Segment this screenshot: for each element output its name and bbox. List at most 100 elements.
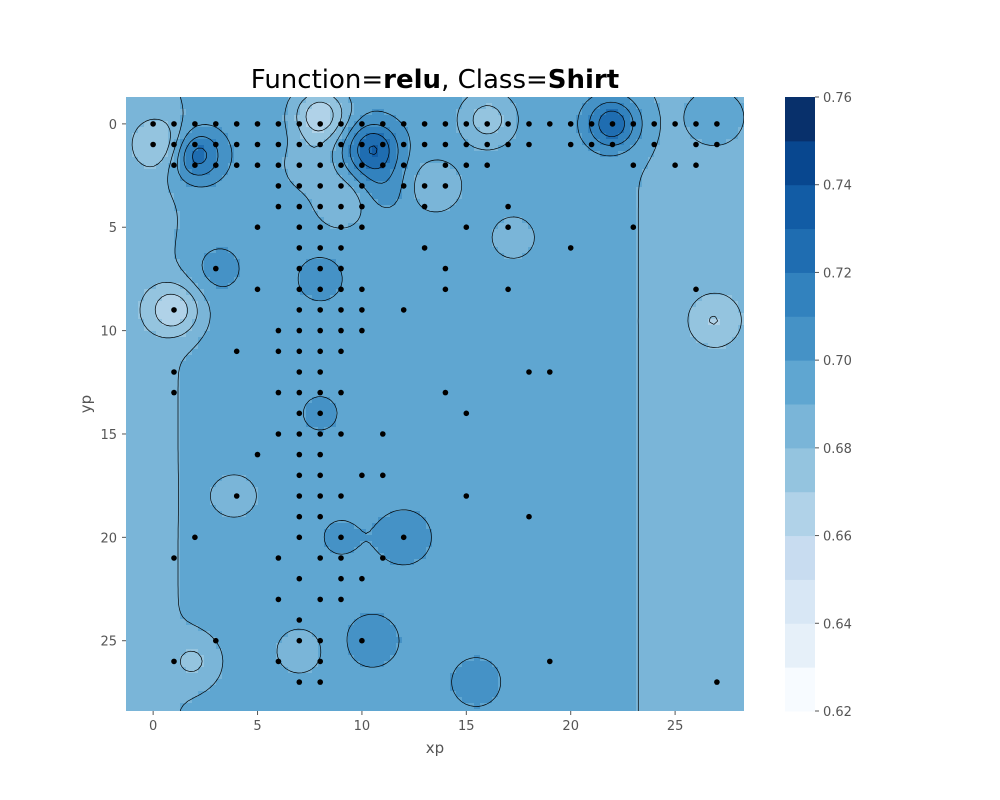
data-point <box>630 224 637 230</box>
contour-cell <box>360 115 397 122</box>
contour-cell <box>234 277 301 284</box>
contour-cell <box>192 151 205 158</box>
contour-cell <box>360 541 373 548</box>
data-point <box>317 203 324 210</box>
contour-cell <box>312 103 331 110</box>
contour-cell <box>126 319 145 326</box>
contour-cell <box>342 121 349 128</box>
contour-cell <box>348 151 361 158</box>
contour-cell <box>198 313 211 320</box>
data-point <box>317 162 324 168</box>
contour-cell <box>342 175 355 182</box>
contour-cell <box>312 127 325 134</box>
contour-cell <box>288 109 301 116</box>
contour-cell <box>366 187 403 194</box>
contour-cell <box>630 97 655 104</box>
contour-cell <box>492 229 535 236</box>
colorbar-band <box>785 535 815 580</box>
data-point <box>192 141 198 148</box>
contour-cell <box>210 487 259 494</box>
contour-cell <box>636 271 744 278</box>
contour-cell <box>180 517 379 524</box>
contour-cell <box>126 553 181 560</box>
contour-cell <box>426 517 637 524</box>
contour-cell <box>408 145 475 152</box>
contour-cell <box>720 319 744 326</box>
contour-cell <box>180 391 637 398</box>
contour-cell <box>636 709 744 711</box>
contour-cell <box>138 157 163 164</box>
contour-cell <box>654 97 691 104</box>
contour-cell <box>636 259 744 266</box>
contour-cell <box>174 199 313 206</box>
contour-cell <box>126 247 175 254</box>
contour-cell <box>498 691 637 698</box>
contour-cell <box>180 379 637 386</box>
data-point <box>275 389 282 396</box>
contour-cell <box>126 391 181 398</box>
contour-cell <box>180 217 325 224</box>
data-point <box>359 472 365 479</box>
contour-line <box>183 101 634 184</box>
contour-cell <box>636 469 744 476</box>
contour-cell <box>636 601 744 608</box>
contour-cell <box>126 253 175 260</box>
data-point <box>338 348 344 355</box>
contour-cell <box>126 583 181 590</box>
data-point <box>359 307 365 313</box>
contour-cell <box>240 271 301 278</box>
contour-cell <box>126 175 169 182</box>
contour-cell <box>126 199 175 206</box>
y-tick-label: 25 <box>100 635 117 650</box>
contour-cell <box>180 367 637 374</box>
data-point <box>275 121 282 127</box>
contour-cell <box>204 265 241 272</box>
contour-cell <box>624 127 631 134</box>
contour-cell <box>180 601 637 608</box>
contour-cell <box>414 175 463 182</box>
contour-cell <box>690 133 739 140</box>
contour-cell <box>162 295 181 302</box>
contour-cell <box>126 277 193 284</box>
contour-cell <box>222 175 289 182</box>
contour-cell <box>636 277 744 284</box>
contour-cell <box>636 379 744 386</box>
y-tick-label: 15 <box>100 428 117 443</box>
contour-cell <box>126 463 181 470</box>
contour-cell <box>492 697 637 704</box>
contour-cell <box>126 343 199 350</box>
contour-cell <box>180 577 637 584</box>
colorbar-ticks: 0.62 0.64 0.66 0.68 0.70 0.72 0.74 0.76 <box>815 91 852 720</box>
data-point <box>630 121 637 127</box>
contour-cell <box>180 295 193 302</box>
contour-cell <box>390 127 409 134</box>
contour-cell <box>126 271 187 278</box>
contour-cell <box>126 547 181 554</box>
contour-cell <box>390 157 397 164</box>
contour-cell <box>126 313 139 320</box>
contour-cell <box>498 247 529 254</box>
contour-cell <box>126 229 175 236</box>
contour-cell <box>396 151 409 158</box>
contour-cell <box>252 505 637 512</box>
contour-cell <box>660 121 685 128</box>
contour-cell <box>192 325 211 332</box>
contour-cell <box>126 535 181 542</box>
contour-cell <box>588 145 631 152</box>
data-point <box>296 183 303 189</box>
data-point <box>275 555 282 561</box>
contour-cell <box>366 529 373 536</box>
contour-fills <box>126 97 744 711</box>
contour-cell <box>126 637 217 644</box>
contour-cell <box>390 145 397 152</box>
contour-cell <box>636 403 744 410</box>
contour-cell <box>342 115 349 122</box>
colorbar-tick-label: 0.70 <box>823 354 852 369</box>
contour-cell <box>360 181 403 188</box>
contour-cell <box>240 265 301 272</box>
data-point <box>526 121 532 127</box>
data-point <box>421 141 428 148</box>
contour-cell <box>498 679 637 686</box>
contour-cell <box>462 97 511 104</box>
contour-cell <box>180 451 637 458</box>
